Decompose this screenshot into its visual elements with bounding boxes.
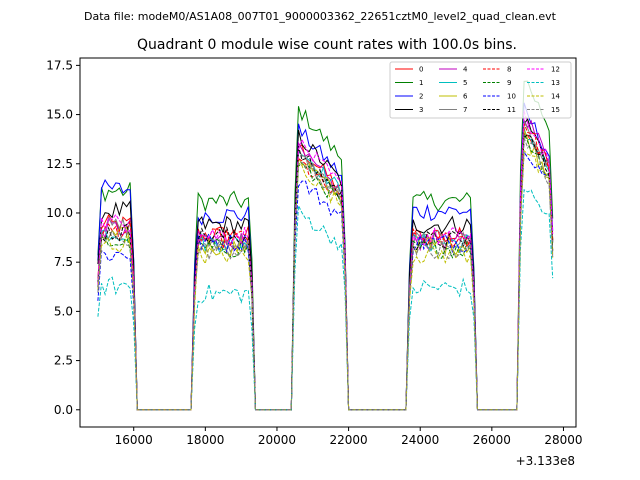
series-line-2 xyxy=(97,102,554,411)
x-tick-label: 20000 xyxy=(258,433,296,447)
series-line-9 xyxy=(97,133,554,411)
legend-label-3: 3 xyxy=(419,106,423,114)
axes: 16000 18000 20000 22000 24000 26000 28000 0.0 2.… xyxy=(46,57,583,447)
series-line-14 xyxy=(97,149,554,411)
legend-label-1: 1 xyxy=(419,79,423,87)
series-line-1 xyxy=(97,80,554,411)
legend-label-7: 7 xyxy=(463,106,467,114)
y-tick-label: 0.0 xyxy=(54,403,73,417)
legend-label-12: 12 xyxy=(551,66,560,74)
legend-label-10: 10 xyxy=(507,93,516,101)
legend-label-6: 6 xyxy=(463,93,468,101)
y-tick-label: 12.5 xyxy=(46,157,73,171)
x-tick-label: 16000 xyxy=(115,433,153,447)
series-line-13 xyxy=(97,188,554,411)
legend-label-13: 13 xyxy=(551,79,560,87)
axes-frame xyxy=(79,57,577,428)
x-tick-label: 28000 xyxy=(544,433,582,447)
x-offset-label: +3.133e8 xyxy=(516,454,575,468)
legend-label-14: 14 xyxy=(551,93,560,101)
legend-box xyxy=(389,61,572,119)
legend-label-8: 8 xyxy=(507,66,511,74)
y-tick-label: 17.5 xyxy=(46,58,73,72)
x-tick-label: 18000 xyxy=(186,433,224,447)
series-line-15 xyxy=(97,137,554,411)
x-tick-label: 22000 xyxy=(329,433,367,447)
legend-label-0: 0 xyxy=(419,66,423,74)
series-line-3 xyxy=(97,118,554,411)
legend-label-15: 15 xyxy=(551,106,560,114)
legend-label-9: 9 xyxy=(507,79,511,87)
y-tick-label: 5.0 xyxy=(54,304,73,318)
plot-area xyxy=(97,80,554,411)
x-tick-label: 26000 xyxy=(473,433,511,447)
legend-label-5: 5 xyxy=(463,79,467,87)
y-tick-label: 7.5 xyxy=(54,255,73,269)
y-tick-label: 10.0 xyxy=(46,206,73,220)
x-tick-label: 24000 xyxy=(401,433,439,447)
series-line-12 xyxy=(97,110,554,411)
legend-label-4: 4 xyxy=(463,66,468,74)
legend-label-2: 2 xyxy=(419,93,423,101)
chart-title: Quadrant 0 module wise count rates with … xyxy=(137,37,517,53)
legend-label-11: 11 xyxy=(507,106,516,114)
y-tick-label: 2.5 xyxy=(54,354,73,368)
y-tick-label: 15.0 xyxy=(46,108,73,122)
data-file-header: Data file: modeM0/AS1A08_007T01_90000033… xyxy=(84,10,557,23)
